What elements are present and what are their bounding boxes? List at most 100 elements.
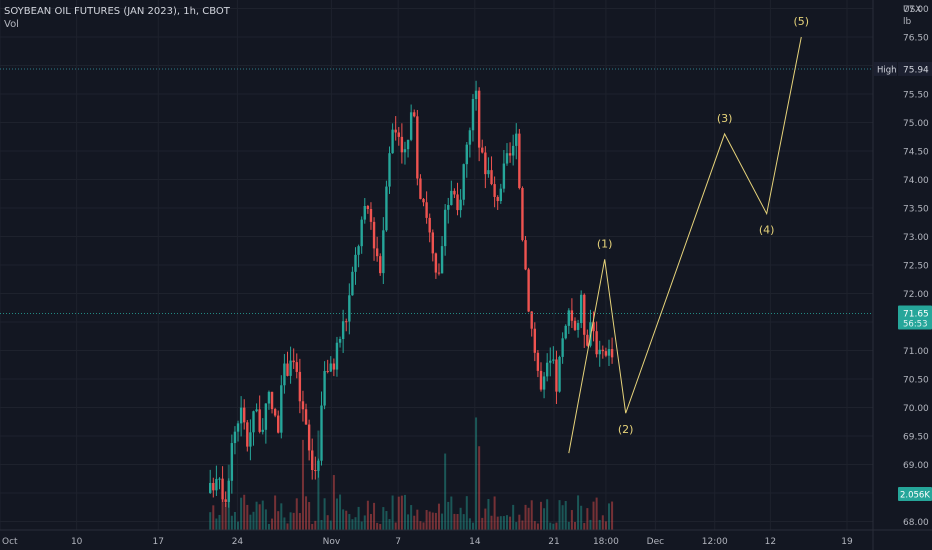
candle-body <box>604 351 608 356</box>
volume-bar <box>277 511 280 530</box>
volume-bar <box>471 522 474 530</box>
volume-bar <box>564 501 567 530</box>
volume-bar <box>598 519 601 530</box>
x-tick-label: 12 <box>765 537 776 547</box>
candle-body <box>323 370 326 406</box>
candle-body <box>440 246 444 274</box>
wave-label: (2) <box>618 423 634 436</box>
candle-body <box>335 342 339 370</box>
volume-bar <box>283 517 286 530</box>
volume-bar <box>391 495 394 530</box>
price-axis[interactable]: USXlb68.0068.5069.0069.5070.0070.5071.00… <box>872 0 929 550</box>
candle-body <box>354 254 357 272</box>
candle-body <box>255 409 258 412</box>
x-tick-label: Nov <box>323 537 341 547</box>
y-tick-label: 69.00 <box>903 461 929 471</box>
volume-bar <box>373 502 376 530</box>
candle-body <box>332 363 336 370</box>
volume-bar <box>484 508 487 530</box>
x-tick-label: 21 <box>548 537 559 547</box>
candle-body <box>372 221 376 249</box>
volume-bar <box>552 523 555 530</box>
volume-bar <box>416 509 419 530</box>
volume-bar <box>212 505 215 530</box>
wave-label: (3) <box>717 112 733 125</box>
volume-bar <box>561 505 564 530</box>
candle-body <box>385 186 388 231</box>
y-tick-label: 76.50 <box>903 34 929 44</box>
volume-bar <box>394 522 397 530</box>
y-tick-label: 73.50 <box>903 205 929 215</box>
volume-bar <box>397 496 400 530</box>
candle-body <box>351 271 354 296</box>
candle-body <box>212 482 215 491</box>
candle-body <box>607 349 611 356</box>
candle-body <box>388 153 391 187</box>
volume-bar <box>274 495 277 530</box>
wave-label: (4) <box>759 224 775 237</box>
volume-bar <box>543 508 546 530</box>
volume-bar <box>419 521 422 530</box>
volume-bar <box>339 494 342 530</box>
volume-bar <box>271 518 274 530</box>
volume-bar <box>295 498 298 530</box>
volume-bar <box>289 512 292 530</box>
volume-bar <box>468 518 471 530</box>
candle-body <box>258 409 261 432</box>
volume-badge-bg <box>898 487 932 501</box>
candle-body <box>215 478 218 491</box>
candle-body <box>233 431 237 444</box>
candle-body <box>579 294 583 324</box>
candle-body <box>586 334 589 346</box>
volume-bar <box>224 502 227 530</box>
volume-bar <box>286 523 289 530</box>
volume-bar <box>505 515 508 530</box>
volume-bar <box>308 502 311 530</box>
volume-bar <box>428 511 431 530</box>
candle-body <box>341 321 345 340</box>
candle-body <box>252 411 255 433</box>
candle-body <box>416 116 419 179</box>
volume-bar <box>301 439 304 530</box>
candle-body <box>484 152 487 175</box>
symbol-title[interactable]: SOYBEAN OIL FUTURES (JAN 2023), 1h, CBOT <box>4 6 230 17</box>
y-tick-label: 69.50 <box>903 432 929 442</box>
candle-body <box>555 359 558 392</box>
volume-bar <box>589 519 592 530</box>
volume-bar <box>209 512 212 530</box>
volume-bar <box>478 446 481 530</box>
volume-bar <box>311 523 314 530</box>
volume-bar <box>382 507 385 530</box>
candle-body <box>530 311 533 329</box>
volume-bar <box>530 500 533 530</box>
y-tick-label: 70.00 <box>903 404 929 414</box>
time-axis[interactable]: Oct 10 17 24 Nov 7 14 21 18:00 Dec 12:00 12 19 <box>0 529 932 547</box>
candle-body <box>273 409 277 416</box>
candle-body <box>456 194 459 211</box>
candle-body <box>338 339 342 343</box>
volume-bar <box>502 516 505 530</box>
volume-bar <box>407 514 410 530</box>
volume-bar <box>246 504 249 530</box>
volume-bar <box>567 521 570 530</box>
volume-bar <box>230 515 233 530</box>
currency-label: USX <box>903 5 921 15</box>
x-tick-label: 12:00 <box>702 537 728 547</box>
candle-body <box>277 415 280 433</box>
volume-bar <box>601 515 604 530</box>
candle-body <box>209 482 212 493</box>
candle-body <box>379 256 382 274</box>
candle-body <box>583 294 586 335</box>
candle-body <box>425 202 428 218</box>
volume-badge-value: 2.056K <box>900 491 930 501</box>
candle-body <box>450 190 453 206</box>
volume-bar <box>580 505 583 530</box>
volume-bar <box>465 496 468 530</box>
candle-body <box>515 133 518 146</box>
candle-body <box>391 129 394 154</box>
candle-body <box>499 188 503 202</box>
volume-bar <box>450 496 453 530</box>
volume-legend: Vol <box>4 19 19 30</box>
volume-bar <box>252 511 255 530</box>
